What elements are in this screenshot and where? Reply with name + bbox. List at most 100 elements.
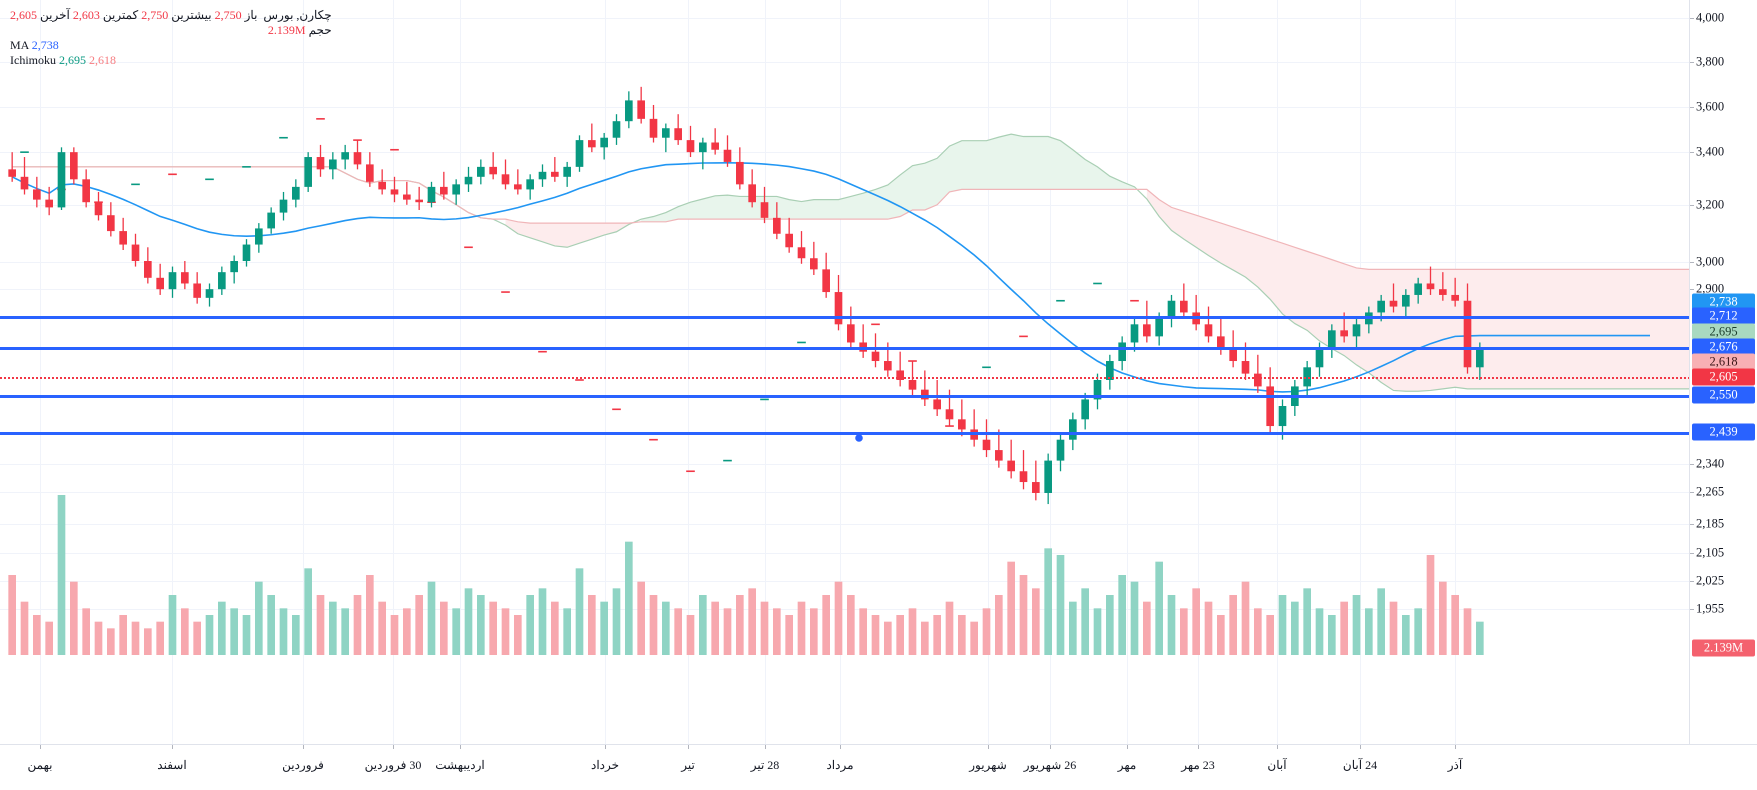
gridline-horizontal: [0, 152, 1690, 153]
study-line-2605[interactable]: [0, 377, 1690, 379]
time-tick-label: بهمن: [27, 758, 53, 772]
gridline-vertical: [688, 0, 689, 745]
time-tick-label: 26 شهریور: [1023, 758, 1077, 772]
price-tick-mark: [1690, 609, 1694, 610]
price-tick-mark: [1690, 205, 1694, 206]
study-line-2439[interactable]: [0, 432, 1690, 435]
time-tick-mark: [460, 745, 461, 749]
ichimoku-cloud: [12, 133, 1757, 392]
price-tick-mark: [1690, 464, 1694, 465]
price-tick-mark: [1690, 553, 1694, 554]
ohlc-label-1: بیشترین: [168, 8, 215, 22]
gridline-horizontal: [0, 464, 1690, 465]
study-line-2550[interactable]: [0, 395, 1690, 398]
gridline-horizontal: [0, 553, 1690, 554]
legend-ma-row[interactable]: MA 2,738: [10, 38, 332, 53]
price-badge-2712[interactable]: 2,712: [1692, 307, 1755, 325]
gridline-horizontal: [0, 289, 1690, 290]
time-tick-mark: [988, 745, 989, 749]
time-tick-label: 30 فروردین: [364, 758, 422, 772]
price-badge-2618[interactable]: 2,618: [1692, 353, 1755, 371]
time-tick-label: تیر: [681, 758, 695, 772]
price-badge-2738[interactable]: 2,738: [1692, 293, 1755, 311]
price-pane[interactable]: [0, 0, 1757, 745]
ohlc-label-3: آخرین: [37, 8, 73, 22]
gridline-vertical: [40, 0, 41, 745]
time-tick-label: اسفند: [157, 758, 187, 772]
gridline-vertical: [765, 0, 766, 745]
legend-quote-row: چکارن, بورس باز 2,750 بیشترین 2,750 کمتر…: [10, 8, 332, 23]
ohlc-label-2: کمترین: [99, 8, 142, 22]
gridline-vertical: [988, 0, 989, 745]
price-tick-mark: [1690, 581, 1694, 582]
time-tick-mark: [765, 745, 766, 749]
time-tick-mark: [303, 745, 304, 749]
volume-label: حجم: [308, 23, 332, 37]
chart-legend: چکارن, بورس باز 2,750 بیشترین 2,750 کمتر…: [10, 8, 332, 68]
study-line-2712[interactable]: [0, 316, 1690, 319]
legend-ichimoku-row[interactable]: Ichimoku 2,695 2,618: [10, 53, 332, 68]
gridline-vertical: [1050, 0, 1051, 745]
gridline-horizontal: [0, 524, 1690, 525]
price-tick-mark: [1690, 62, 1694, 63]
time-axis[interactable]: بهمن اسفند فروردین 30 فروردین اردیبهشت خرداد ت…: [0, 744, 1757, 790]
ichimoku-senkou-b-value: 2,618: [89, 53, 116, 67]
time-tick-mark: [393, 745, 394, 749]
price-axis[interactable]: 4,000 3,800 3,600 3,400 3,200 3,000 2,900 2,340…: [1689, 0, 1757, 745]
price-badge-2605[interactable]: 2,605: [1692, 368, 1755, 386]
time-tick-label: خرداد: [590, 758, 620, 772]
price-badge-2550[interactable]: 2,550: [1692, 386, 1755, 404]
ohlc-value-1: 2,750: [141, 8, 169, 22]
gridline-horizontal: [0, 609, 1690, 610]
gridline-vertical: [1127, 0, 1128, 745]
time-tick-mark: [605, 745, 606, 749]
candlesticks: [8, 86, 1484, 505]
gridline-vertical: [460, 0, 461, 745]
price-badge-2695[interactable]: 2,695: [1692, 323, 1755, 341]
gridline-vertical: [1277, 0, 1278, 745]
time-tick-mark: [1198, 745, 1199, 749]
time-tick-mark: [1360, 745, 1361, 749]
price-badge-2676[interactable]: 2,676: [1692, 338, 1755, 356]
ohlc-value-2: 2,603: [72, 8, 100, 22]
time-tick-label: مرداد: [826, 758, 854, 772]
time-tick-mark: [1050, 745, 1051, 749]
time-tick-mark: [1127, 745, 1128, 749]
study-line-2676[interactable]: [0, 347, 1690, 350]
gridline-horizontal: [0, 262, 1690, 263]
gridline-horizontal: [0, 107, 1690, 108]
gridline-vertical: [303, 0, 304, 745]
price-tick-mark: [1690, 492, 1694, 493]
price-tick-mark: [1690, 152, 1694, 153]
gridline-horizontal: [0, 492, 1690, 493]
ohlc-value-3: 2,605: [10, 8, 37, 22]
ohlc-fields: باز 2,750 بیشترین 2,750 کمترین 2,603 آخر…: [10, 8, 260, 22]
time-tick-mark: [840, 745, 841, 749]
time-tick-label: شهریور: [969, 758, 1007, 772]
chart-canvas: [8, 86, 1757, 655]
time-tick-label: اردیبهشت: [435, 758, 485, 772]
time-tick-label: آبان: [1267, 758, 1287, 772]
time-tick-label: 24 آبان: [1342, 758, 1378, 772]
time-tick-mark: [1455, 745, 1456, 749]
time-tick-label: فروردین: [282, 758, 324, 772]
gridline-horizontal: [0, 581, 1690, 582]
time-tick-label: 28 تیر: [750, 758, 780, 772]
ichimoku-senkou-a-value: 2,695: [59, 53, 86, 67]
gridline-vertical: [1198, 0, 1199, 745]
price-badge-2139M[interactable]: 2.139M: [1692, 639, 1755, 657]
price-badge-2439[interactable]: 2,439: [1692, 423, 1755, 441]
gridline-vertical: [840, 0, 841, 745]
volume-value: 2.139M: [267, 23, 306, 37]
symbol-name[interactable]: چکارن, بورس: [263, 8, 332, 22]
gridline-vertical: [1360, 0, 1361, 745]
gridline-horizontal: [0, 18, 1690, 19]
gridline-vertical: [605, 0, 606, 745]
ohlc-label-0: باز: [241, 8, 261, 22]
ma-indicator-value: 2,738: [31, 38, 59, 52]
time-tick-mark: [172, 745, 173, 749]
time-tick-mark: [688, 745, 689, 749]
time-tick-mark: [40, 745, 41, 749]
gridline-horizontal: [0, 62, 1690, 63]
